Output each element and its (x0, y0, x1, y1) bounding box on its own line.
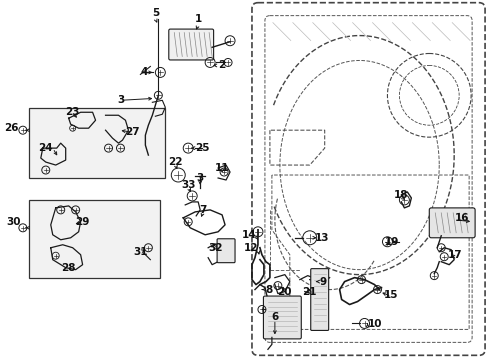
Text: 3: 3 (117, 95, 124, 105)
Text: 4: 4 (141, 67, 148, 77)
Text: 32: 32 (207, 243, 222, 253)
FancyBboxPatch shape (168, 29, 213, 60)
FancyBboxPatch shape (263, 296, 301, 339)
Text: 28: 28 (61, 263, 76, 273)
Text: 22: 22 (168, 157, 182, 167)
Text: 8: 8 (264, 284, 272, 294)
Text: 33: 33 (181, 180, 195, 190)
Text: 1: 1 (194, 14, 202, 24)
Text: 23: 23 (65, 107, 80, 117)
Text: 5: 5 (151, 8, 159, 18)
Bar (29, 200, 160, 278)
Text: 26: 26 (4, 123, 19, 133)
Text: 9: 9 (319, 276, 326, 287)
Text: 3: 3 (196, 173, 203, 183)
Text: 31: 31 (133, 247, 147, 257)
Text: 14: 14 (241, 230, 255, 240)
Text: 13: 13 (314, 233, 328, 243)
Bar (29, 108, 165, 178)
Text: 10: 10 (367, 319, 381, 329)
Text: 20: 20 (277, 287, 291, 297)
Text: 11: 11 (214, 163, 229, 173)
FancyBboxPatch shape (217, 239, 235, 263)
Text: 12: 12 (243, 243, 258, 253)
Text: 15: 15 (384, 289, 398, 300)
Text: 19: 19 (384, 237, 398, 247)
Text: 30: 30 (6, 217, 21, 227)
Text: 16: 16 (454, 213, 468, 223)
Text: 29: 29 (75, 217, 90, 227)
Text: 2: 2 (218, 60, 225, 71)
FancyBboxPatch shape (428, 208, 474, 238)
Text: 27: 27 (125, 127, 140, 137)
FancyBboxPatch shape (310, 269, 328, 330)
Text: 6: 6 (271, 312, 278, 323)
Text: 7: 7 (199, 205, 206, 215)
Text: 24: 24 (38, 143, 53, 153)
Text: 18: 18 (393, 190, 408, 200)
Text: 21: 21 (302, 287, 316, 297)
Text: 17: 17 (447, 250, 462, 260)
Text: 25: 25 (195, 143, 209, 153)
